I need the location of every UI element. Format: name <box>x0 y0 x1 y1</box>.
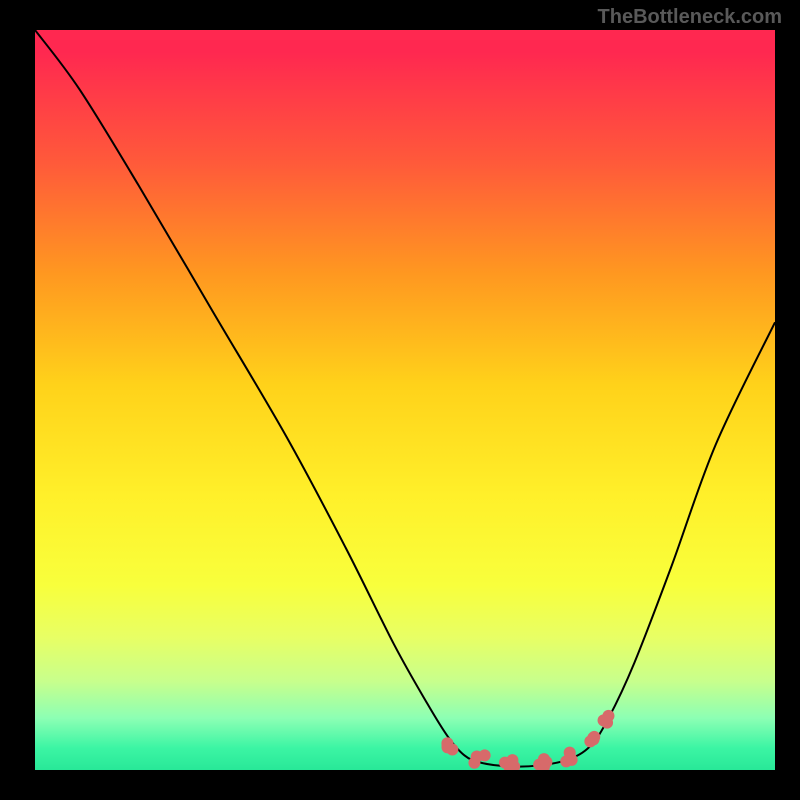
scatter-point <box>584 735 596 747</box>
scatter-point <box>479 749 491 761</box>
scatter-point <box>564 751 576 763</box>
scatter-point <box>446 744 458 756</box>
chart-root: TheBottleneck.com <box>0 0 800 800</box>
scatter-point <box>598 714 610 726</box>
scatter-point <box>539 755 551 767</box>
plot-svg <box>35 30 775 770</box>
watermark-text: TheBottleneck.com <box>598 6 782 29</box>
plot-area <box>35 30 775 770</box>
bottleneck-curve <box>35 30 775 767</box>
